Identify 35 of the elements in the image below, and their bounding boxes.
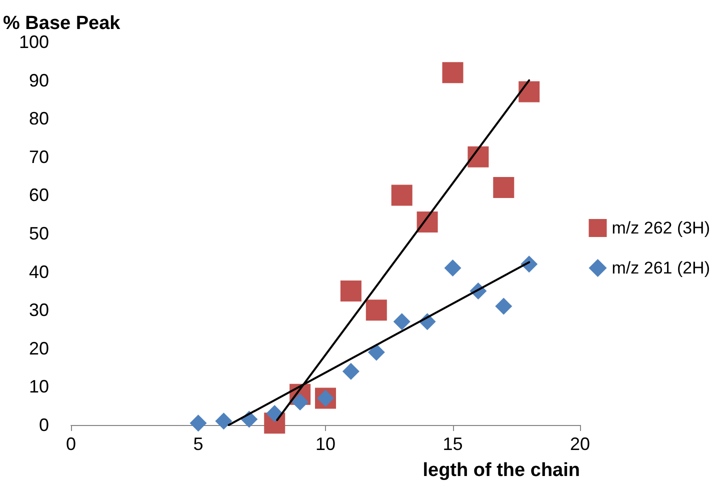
x-tick-label: 0 <box>66 434 76 454</box>
x-axis-title: legth of the chain <box>422 460 580 481</box>
y-tick-label: 90 <box>28 70 49 90</box>
x-tick-label: 15 <box>442 434 463 454</box>
y-axis-title: % Base Peak <box>3 13 121 34</box>
x-tick-label: 20 <box>570 434 590 454</box>
point <box>444 259 462 276</box>
point <box>518 81 540 102</box>
y-tick-label: 10 <box>28 376 49 397</box>
y-tick-label: 50 <box>28 224 49 244</box>
y-tick-label: 80 <box>28 108 49 129</box>
x-tick-label: 10 <box>315 434 336 454</box>
x-tick-label: 5 <box>193 434 204 454</box>
point <box>266 405 284 422</box>
point <box>342 362 360 380</box>
y-tick-label: 60 <box>28 185 49 206</box>
point <box>368 344 385 361</box>
y-tick-label: 20 <box>28 338 49 358</box>
point <box>442 62 464 84</box>
point <box>190 414 207 432</box>
legend-label: m/z 262 (3H) <box>612 218 710 238</box>
y-tick-label: 0 <box>38 415 49 435</box>
point <box>468 146 489 168</box>
point <box>495 298 512 315</box>
point <box>393 313 410 330</box>
y-tick-label: 70 <box>28 146 49 167</box>
y-tick-label: 30 <box>28 300 49 320</box>
y-tick-label: 40 <box>28 262 49 282</box>
point <box>340 280 362 302</box>
legend-label: m/z 261 (2H) <box>612 258 710 278</box>
point <box>215 412 232 430</box>
point <box>366 300 387 321</box>
y-tick-label: 100 <box>18 32 49 52</box>
point <box>493 177 514 198</box>
point <box>391 184 412 206</box>
